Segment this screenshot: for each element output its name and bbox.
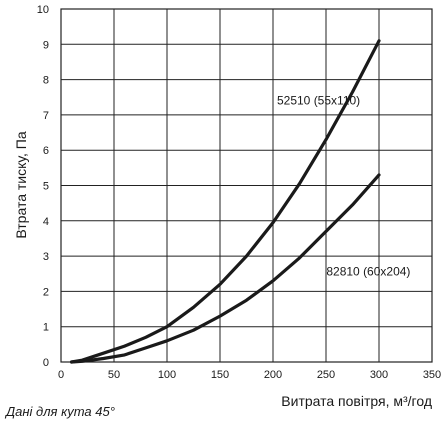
y-tick-label: 3 xyxy=(43,251,49,263)
y-tick-label: 4 xyxy=(43,216,49,228)
y-tick-label: 6 xyxy=(43,145,49,157)
y-tick-label: 8 xyxy=(43,75,49,87)
angle-note: Дані для кута 45° xyxy=(6,404,115,419)
y-tick-label: 9 xyxy=(43,39,49,51)
x-tick-label: 300 xyxy=(370,369,388,381)
y-tick-label: 2 xyxy=(43,286,49,298)
plot-frame xyxy=(60,8,433,363)
x-tick-label: 150 xyxy=(211,369,229,381)
series-label-1: 52510 (55x110) xyxy=(277,93,360,107)
series-labels: 52510 (55x110) 82810 (60x204) xyxy=(277,93,410,278)
y-axis-label: Втрата тиску, Па xyxy=(13,131,29,238)
x-tick-label: 50 xyxy=(108,369,120,381)
curves xyxy=(69,39,381,364)
x-tick-label: 350 xyxy=(423,369,441,381)
x-tick-label: 250 xyxy=(317,369,335,381)
grid xyxy=(60,8,433,363)
x-axis-label: Витрата повітря, м³/год xyxy=(281,393,432,409)
y-tick-label: 7 xyxy=(43,110,49,122)
x-tick-label: 100 xyxy=(158,369,176,381)
y-tick-label: 10 xyxy=(37,4,49,16)
series-line-1 xyxy=(69,39,381,364)
x-tick-labels: 0 50 100 150 200 250 300 350 xyxy=(58,369,441,381)
y-tick-label: 5 xyxy=(43,181,49,193)
x-tick-label: 200 xyxy=(264,369,282,381)
series-line-2 xyxy=(69,173,381,364)
series-label-2: 82810 (60x204) xyxy=(326,265,410,279)
y-tick-label: 0 xyxy=(43,357,49,369)
y-tick-label: 1 xyxy=(43,322,49,334)
x-tick-label: 0 xyxy=(58,369,64,381)
y-tick-labels: 0 1 2 3 4 5 6 7 8 9 10 xyxy=(37,4,49,369)
